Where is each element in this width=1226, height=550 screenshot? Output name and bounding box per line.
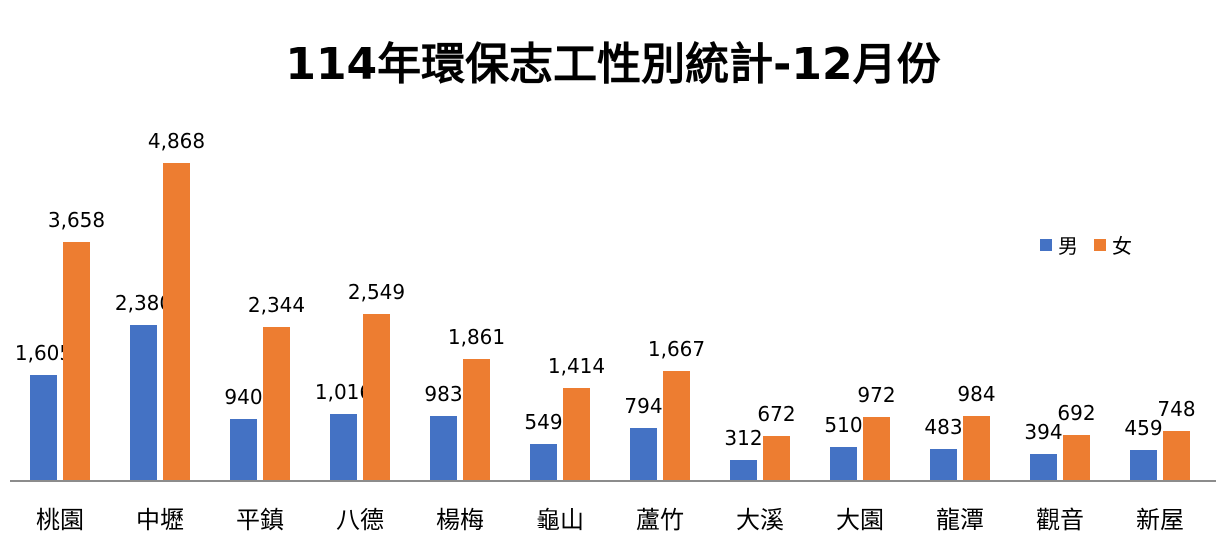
bar-female [263, 327, 290, 480]
bar-female [463, 359, 490, 480]
category-label: 八德 [336, 506, 384, 534]
chart-title: 114年環保志工性別統計-12月份 [285, 39, 941, 90]
category-label: 平鎮 [236, 506, 284, 534]
data-label-male: 394 [1024, 420, 1063, 444]
bar-male [730, 460, 757, 480]
bar-male [930, 449, 957, 480]
category-label: 桃園 [36, 506, 84, 534]
category-label: 蘆竹 [636, 506, 684, 534]
category-label: 大溪 [736, 506, 784, 534]
bar-male [430, 416, 457, 480]
bar-female [563, 388, 590, 480]
bar-female [963, 416, 990, 480]
data-label-male: 510 [824, 413, 863, 437]
data-label-female: 2,344 [247, 293, 306, 317]
data-label-male: 459 [1124, 416, 1163, 440]
data-label-female: 4,868 [147, 129, 206, 153]
bar-male [230, 419, 257, 480]
bar-female [763, 436, 790, 480]
data-label-male: 549 [524, 410, 563, 434]
bar-female [1163, 431, 1190, 480]
data-label-female: 3,658 [47, 208, 106, 232]
bar-male [530, 444, 557, 480]
bar-female [163, 163, 190, 480]
legend-label-female: 女 [1112, 234, 1132, 258]
legend-item-male: 男 [1040, 230, 1078, 259]
bar-female [863, 417, 890, 480]
data-label-female: 692 [1057, 401, 1096, 425]
data-label-female: 1,414 [547, 354, 606, 378]
category-label: 龜山 [536, 506, 584, 534]
data-label-female: 1,861 [447, 325, 506, 349]
data-label-male: 2,380 [114, 291, 173, 315]
bar-male [130, 325, 157, 480]
data-label-female: 1,667 [647, 337, 706, 361]
bar-male [330, 414, 357, 480]
bar-male [1030, 454, 1057, 480]
data-label-male: 940 [224, 385, 263, 409]
bar-female [363, 314, 390, 480]
data-label-female: 984 [957, 382, 996, 406]
x-axis-line [10, 480, 1216, 482]
legend-item-female: 女 [1094, 230, 1132, 259]
bar-female [1063, 435, 1090, 480]
data-label-female: 748 [1157, 397, 1196, 421]
bar-male [30, 375, 57, 480]
bar-female [63, 242, 90, 480]
legend: 男 女 [1040, 230, 1148, 259]
legend-swatch-male [1040, 238, 1052, 251]
data-label-female: 672 [757, 402, 796, 426]
category-label: 楊梅 [436, 506, 484, 534]
category-label: 新屋 [1136, 506, 1184, 534]
legend-label-male: 男 [1058, 234, 1078, 258]
data-label-male: 312 [724, 426, 763, 450]
category-label: 觀音 [1036, 506, 1084, 534]
data-label-male: 983 [424, 382, 463, 406]
data-label-female: 972 [857, 383, 896, 407]
data-label-male: 794 [624, 394, 663, 418]
bar-female [663, 371, 690, 480]
bar-male [630, 428, 657, 480]
data-label-female: 2,549 [347, 280, 406, 304]
legend-swatch-female [1094, 238, 1106, 251]
bar-male [830, 447, 857, 480]
data-label-male: 1,605 [14, 341, 73, 365]
bar-male [1130, 450, 1157, 480]
data-label-male: 483 [924, 415, 963, 439]
category-label: 中壢 [136, 506, 184, 534]
category-label: 龍潭 [936, 506, 984, 534]
data-label-male: 1,016 [314, 380, 373, 404]
category-label: 大園 [836, 506, 884, 534]
